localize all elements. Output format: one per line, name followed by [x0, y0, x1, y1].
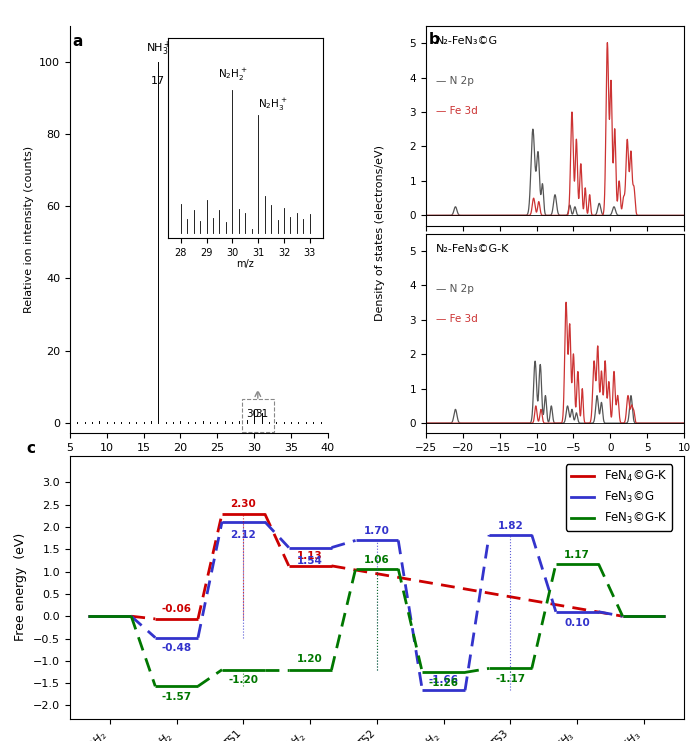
Fe 3d: [547, 419, 556, 428]
N 2p: [667, 211, 675, 220]
Text: N₂-FeN₃©G: N₂-FeN₃©G: [436, 36, 498, 46]
Line: N 2p: N 2p: [426, 129, 684, 216]
Text: — Fe 3d: — Fe 3d: [436, 106, 478, 116]
Text: NH$_3^+$: NH$_3^+$: [145, 40, 171, 59]
Text: 1.82: 1.82: [498, 521, 524, 531]
Text: 17: 17: [151, 76, 165, 87]
N 2p: [422, 419, 430, 428]
Text: 2.12: 2.12: [230, 530, 256, 539]
N 2p: [540, 207, 549, 216]
Text: a: a: [73, 34, 83, 49]
N 2p: [672, 419, 681, 428]
Text: 1.70: 1.70: [364, 526, 390, 536]
N 2p: [422, 211, 430, 220]
N 2p: [625, 211, 634, 220]
Line: N 2p: N 2p: [426, 361, 684, 423]
Text: -1.26: -1.26: [429, 678, 459, 688]
N 2p: [672, 419, 681, 428]
Text: 1.06: 1.06: [364, 554, 389, 565]
Fe 3d: [625, 400, 634, 409]
Text: 1.17: 1.17: [564, 550, 590, 559]
Text: Density of states (electrons/eV): Density of states (electrons/eV): [376, 145, 385, 322]
N 2p: [531, 356, 540, 365]
N 2p: [625, 406, 634, 415]
X-axis label: Energy （eV）: Energy （eV）: [518, 459, 592, 472]
N 2p: [435, 419, 443, 428]
Fe 3d: [603, 39, 611, 47]
Fe 3d: [547, 211, 556, 220]
Text: -1.17: -1.17: [496, 674, 526, 684]
Bar: [242, 399, 274, 432]
Text: -1.20: -1.20: [228, 675, 258, 685]
Text: 31: 31: [255, 409, 268, 419]
N 2p: [547, 210, 556, 219]
Text: — N 2p: — N 2p: [436, 76, 474, 86]
Text: 1.54: 1.54: [297, 556, 323, 565]
Text: -1.66: -1.66: [429, 675, 459, 685]
N 2p: [673, 211, 681, 220]
Text: 1.13: 1.13: [297, 551, 323, 562]
Line: Fe 3d: Fe 3d: [426, 302, 684, 423]
Y-axis label: Relative ion intensity (counts): Relative ion intensity (counts): [24, 146, 34, 313]
Fe 3d: [562, 298, 570, 307]
Text: — Fe 3d: — Fe 3d: [436, 313, 478, 324]
Text: c: c: [27, 441, 36, 456]
Text: b: b: [429, 32, 440, 47]
Fe 3d: [680, 419, 688, 428]
Text: N₂-FeN₃©G-K: N₂-FeN₃©G-K: [436, 244, 510, 253]
Fe 3d: [422, 211, 430, 220]
Y-axis label: Free energy  (eV): Free energy (eV): [15, 533, 27, 642]
Fe 3d: [540, 419, 549, 428]
N 2p: [678, 419, 686, 428]
N 2p: [540, 396, 549, 405]
Line: Fe 3d: Fe 3d: [426, 43, 684, 216]
Fe 3d: [672, 211, 681, 220]
Text: -0.48: -0.48: [161, 643, 192, 653]
Fe 3d: [672, 419, 681, 428]
N 2p: [680, 211, 688, 220]
Fe 3d: [422, 419, 430, 428]
Text: 30: 30: [246, 409, 259, 419]
Fe 3d: [680, 211, 688, 220]
N 2p: [672, 211, 681, 220]
Text: — N 2p: — N 2p: [436, 284, 474, 293]
Fe 3d: [540, 211, 549, 220]
Fe 3d: [672, 211, 681, 220]
Text: -0.06: -0.06: [162, 604, 192, 614]
Text: 1.20: 1.20: [297, 654, 323, 665]
Legend: FeN$_4$©G-K, FeN$_3$©G, FeN$_3$©G-K: FeN$_4$©G-K, FeN$_3$©G, FeN$_3$©G-K: [566, 465, 672, 531]
X-axis label: m/z: m/z: [188, 459, 209, 472]
Fe 3d: [625, 167, 634, 176]
Text: -1.57: -1.57: [161, 691, 192, 702]
Fe 3d: [672, 419, 681, 428]
N 2p: [528, 124, 537, 133]
Text: 2.30: 2.30: [230, 499, 256, 509]
Fe 3d: [435, 419, 443, 428]
Fe 3d: [435, 211, 443, 220]
N 2p: [435, 211, 443, 220]
Text: 0.10: 0.10: [565, 619, 590, 628]
N 2p: [547, 402, 556, 411]
N 2p: [680, 419, 688, 428]
